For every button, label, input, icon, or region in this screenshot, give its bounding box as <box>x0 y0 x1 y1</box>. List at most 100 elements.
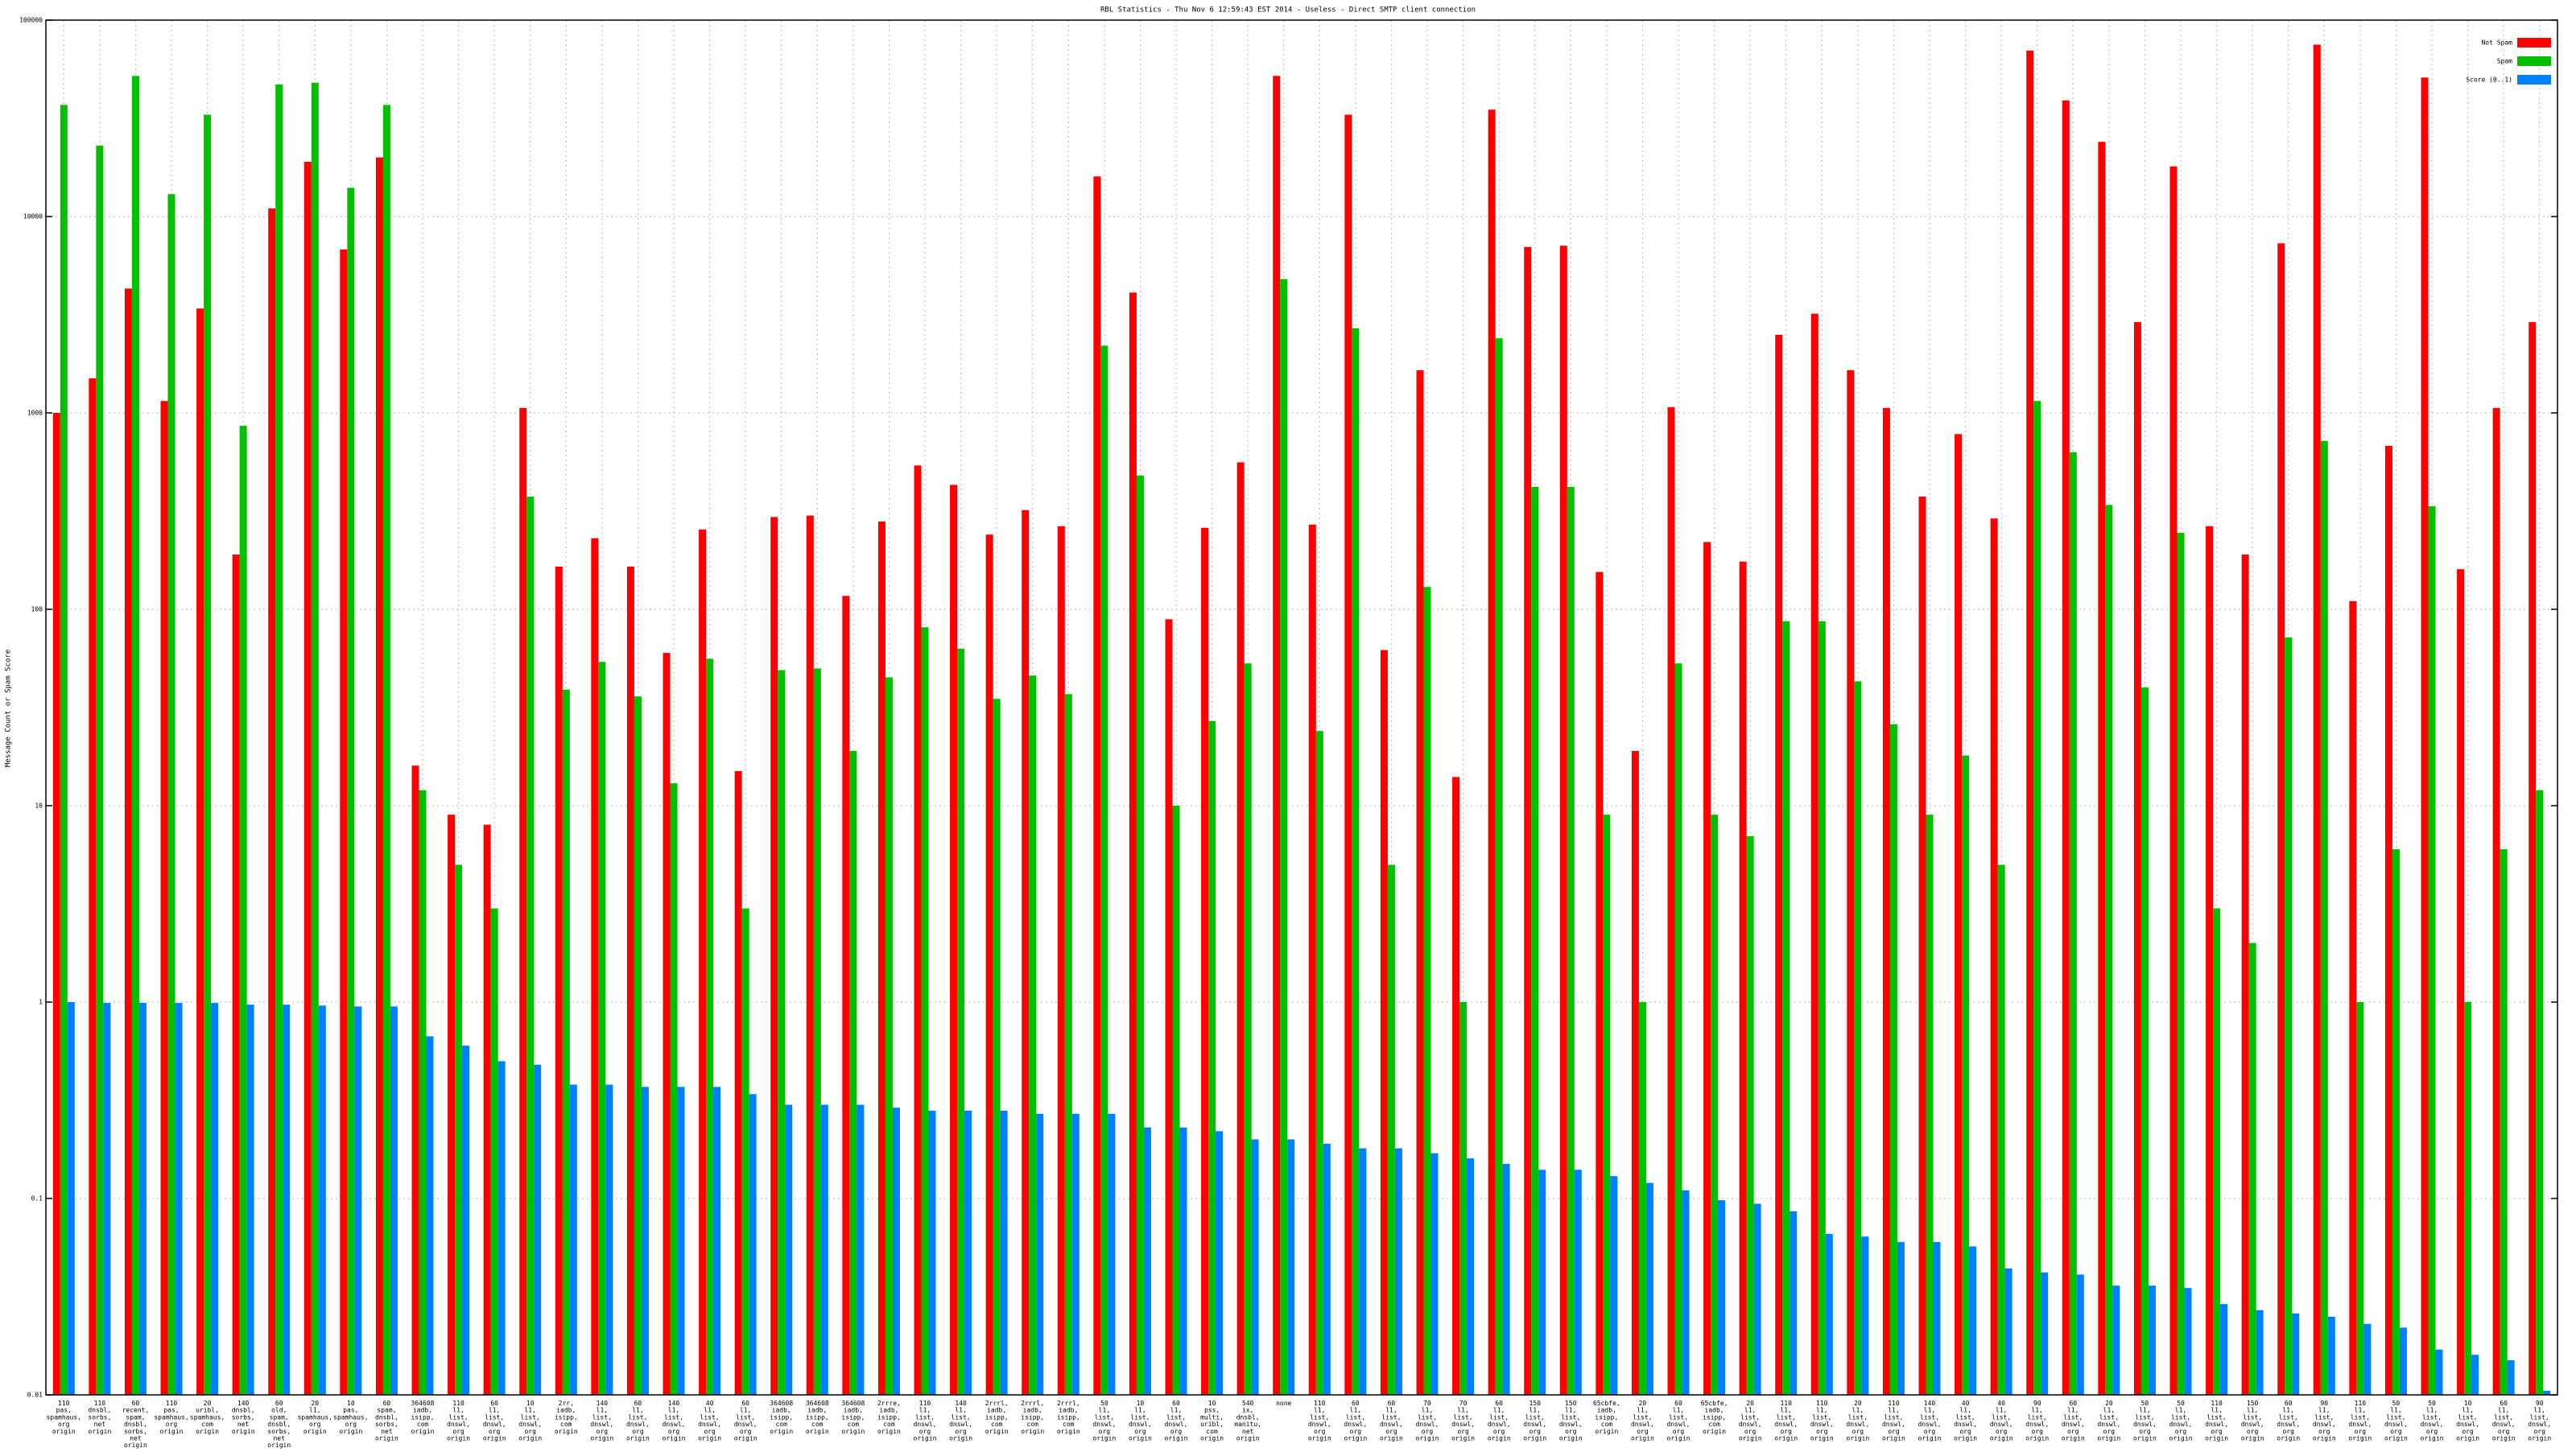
x-tick-label: 110 l1, list, dnswl, org origin <box>1308 1400 1331 1442</box>
x-tick-label-line: 110 <box>1314 1400 1326 1407</box>
x-tick-label-line: origin <box>1057 1427 1080 1434</box>
x-tick-label-line: list, <box>2314 1413 2334 1421</box>
bar <box>196 308 204 1396</box>
x-tick-label-line: list, <box>1669 1413 1688 1421</box>
x-tick-label-line: org <box>1099 1427 1111 1434</box>
x-tick-label-line: dnsbl, <box>124 1421 147 1428</box>
bar <box>275 85 283 1395</box>
x-tick-label-line: org <box>597 1427 609 1434</box>
x-tick-label-line: dnswl, <box>1380 1421 1403 1428</box>
x-tick-label-line: origin <box>267 1442 291 1449</box>
x-tick-label-line: l1, <box>1314 1406 1325 1413</box>
x-tick-label-line: l1, <box>2175 1406 2186 1413</box>
x-tick-label-line: origin <box>1846 1434 1869 1442</box>
x-tick-label-line: origin <box>555 1427 578 1434</box>
bar <box>2140 687 2149 1395</box>
bar <box>2169 166 2178 1396</box>
bar <box>483 824 491 1395</box>
bar <box>993 699 1001 1395</box>
bar <box>699 529 707 1395</box>
bar <box>1962 755 1970 1395</box>
x-tick-label-line: org <box>2067 1427 2079 1434</box>
x-tick-label-line: 20 <box>1854 1400 1862 1407</box>
x-tick-label-line: 65cbfe, <box>1593 1400 1620 1407</box>
x-tick-label-line: org <box>1350 1427 1362 1434</box>
bar <box>2536 790 2544 1395</box>
x-tick-label: 2rrrl, iadb, isipp, com origin <box>1057 1400 1080 1435</box>
x-tick-label-line: 364608 <box>770 1400 793 1407</box>
bar <box>204 114 212 1395</box>
bar <box>1236 462 1245 1395</box>
bar <box>2285 637 2293 1395</box>
bar <box>1488 109 1496 1395</box>
x-tick-label-line: 20 <box>1746 1400 1754 1407</box>
bar <box>1861 1236 1869 1395</box>
x-tick-label-line: multi, <box>1200 1413 1224 1421</box>
y-tick-label: 1000 <box>27 410 43 417</box>
bar <box>1344 114 1352 1395</box>
bar <box>914 465 922 1395</box>
x-tick-label-line: l1, <box>955 1406 966 1413</box>
bar <box>2184 1288 2192 1395</box>
x-tick-label-line: list, <box>628 1413 647 1421</box>
x-tick-label-line: 40 <box>1997 1400 2005 1407</box>
x-tick-label-line: dnswl, <box>1451 1421 1475 1428</box>
bar <box>347 188 355 1396</box>
x-tick-label-line: 40 <box>706 1400 714 1407</box>
x-tick-label-line: org <box>1134 1427 1146 1434</box>
x-tick-label: 10 pas, spamhaus, org origin <box>333 1400 368 1435</box>
x-tick-label-line: 60 <box>2285 1400 2293 1407</box>
x-tick-label: 110 l1, list, dnswl, org origin <box>1774 1400 1798 1442</box>
x-tick-label-line: l1, <box>1959 1406 1971 1413</box>
bar <box>785 1104 793 1395</box>
x-tick-label: 364608 iadb, isipp, com origin <box>770 1400 793 1435</box>
x-tick-label-line: 20 <box>1639 1400 1647 1407</box>
x-tick-label-line: org <box>2247 1427 2259 1434</box>
x-tick-label-line: list, <box>485 1413 504 1421</box>
x-tick-label-line: list, <box>1920 1413 1939 1421</box>
bar <box>1129 292 1137 1396</box>
x-tick-label: 65cbfe, iadb, isipp, com origin <box>1701 1400 1728 1435</box>
x-tick-label-line: list, <box>2028 1413 2047 1421</box>
x-tick-label-line: l1, <box>2390 1406 2401 1413</box>
x-tick-label: 10 l1, list, dnswl, org origin <box>1129 1400 1152 1442</box>
bar <box>985 534 993 1395</box>
bar <box>2349 600 2357 1395</box>
x-tick-label-line: dnswl, <box>2313 1421 2336 1428</box>
bar <box>663 653 671 1395</box>
x-tick-label-line: org <box>2462 1427 2474 1434</box>
x-tick-label-line: dnswl, <box>518 1421 542 1428</box>
x-tick-label-line: org <box>58 1421 70 1428</box>
x-tick-label-line: org <box>2533 1427 2545 1434</box>
x-tick-label-line: list, <box>915 1413 935 1421</box>
bar <box>103 1003 111 1395</box>
x-tick-label-line: l1, <box>489 1406 500 1413</box>
x-tick-label-line: list, <box>1381 1413 1401 1421</box>
bar <box>591 538 599 1395</box>
bar <box>2471 1355 2479 1395</box>
x-tick-label: 60 l1, list, dnswl, org origin <box>1380 1400 1403 1442</box>
x-tick-label-line: origin <box>1667 1434 1690 1442</box>
legend-swatch <box>2517 38 2551 47</box>
bar <box>2256 1310 2264 1395</box>
x-tick-label-line: list, <box>1956 1413 1975 1421</box>
x-tick-label-line: org <box>2498 1427 2510 1434</box>
bar <box>1631 750 1639 1395</box>
x-tick-label-line: l1, <box>632 1406 643 1413</box>
bar <box>1531 486 1539 1395</box>
x-tick-label-line: origin <box>2384 1434 2408 1442</box>
x-tick-label-line: org <box>1314 1427 1326 1434</box>
x-tick-label-line: ix, <box>1242 1406 1253 1413</box>
bar <box>52 413 60 1395</box>
x-tick-label: 60 l1, list, dnswl, org origin <box>1344 1400 1367 1442</box>
bar <box>849 750 857 1395</box>
bar <box>842 596 850 1395</box>
bar <box>2384 445 2392 1395</box>
x-tick-label-line: origin <box>914 1434 937 1442</box>
x-tick-label-line: list, <box>2099 1413 2119 1421</box>
bar <box>1882 407 1890 1395</box>
y-tick-label: 10 <box>35 802 43 810</box>
x-tick-label-line: spamhaus, <box>333 1413 368 1421</box>
bar <box>2457 569 2465 1395</box>
x-tick-label: 2rrrl, iadb, isipp, com origin <box>1021 1400 1044 1435</box>
